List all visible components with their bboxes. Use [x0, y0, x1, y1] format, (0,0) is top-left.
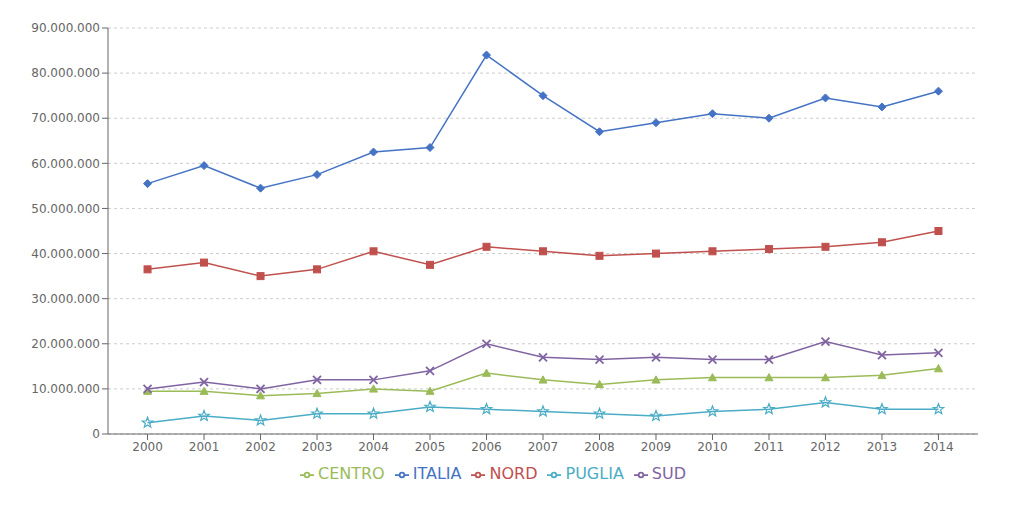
html-text:SUD: SUD — [651, 464, 686, 483]
svg-text:50.000.000: 50.000.000 — [31, 202, 100, 216]
svg-text:2006: 2006 — [471, 440, 502, 454]
svg-text:2005: 2005 — [415, 440, 446, 454]
svg-text:2010: 2010 — [697, 440, 728, 454]
svg-text:10.000.000: 10.000.000 — [31, 382, 100, 396]
svg-text:2004: 2004 — [358, 440, 389, 454]
svg-text:20.000.000: 20.000.000 — [31, 337, 100, 351]
svg-text:70.000.000: 70.000.000 — [31, 111, 100, 125]
svg-text:0: 0 — [92, 427, 100, 441]
svg-text:80.000.000: 80.000.000 — [31, 66, 100, 80]
svg-text:2002: 2002 — [245, 440, 276, 454]
html-text:NORD: NORD — [489, 464, 538, 483]
svg-text:2008: 2008 — [584, 440, 615, 454]
svg-text:90.000.000: 90.000.000 — [31, 21, 100, 35]
svg-text:30.000.000: 30.000.000 — [31, 292, 100, 306]
svg-text:2011: 2011 — [754, 440, 785, 454]
svg-text:2001: 2001 — [189, 440, 220, 454]
svg-text:2000: 2000 — [132, 440, 163, 454]
svg-text:60.000.000: 60.000.000 — [31, 157, 100, 171]
html-text:PUGLIA: PUGLIA — [565, 464, 624, 483]
html-text:CENTRO: CENTRO — [318, 464, 385, 483]
svg-text:40.000.000: 40.000.000 — [31, 247, 100, 261]
svg-text:2007: 2007 — [528, 440, 559, 454]
svg-text:2012: 2012 — [810, 440, 841, 454]
svg-text:2013: 2013 — [867, 440, 898, 454]
svg-text:2014: 2014 — [923, 440, 954, 454]
html-text:ITALIA: ITALIA — [412, 464, 462, 483]
svg-text:2003: 2003 — [302, 440, 333, 454]
svg-text:2009: 2009 — [641, 440, 672, 454]
